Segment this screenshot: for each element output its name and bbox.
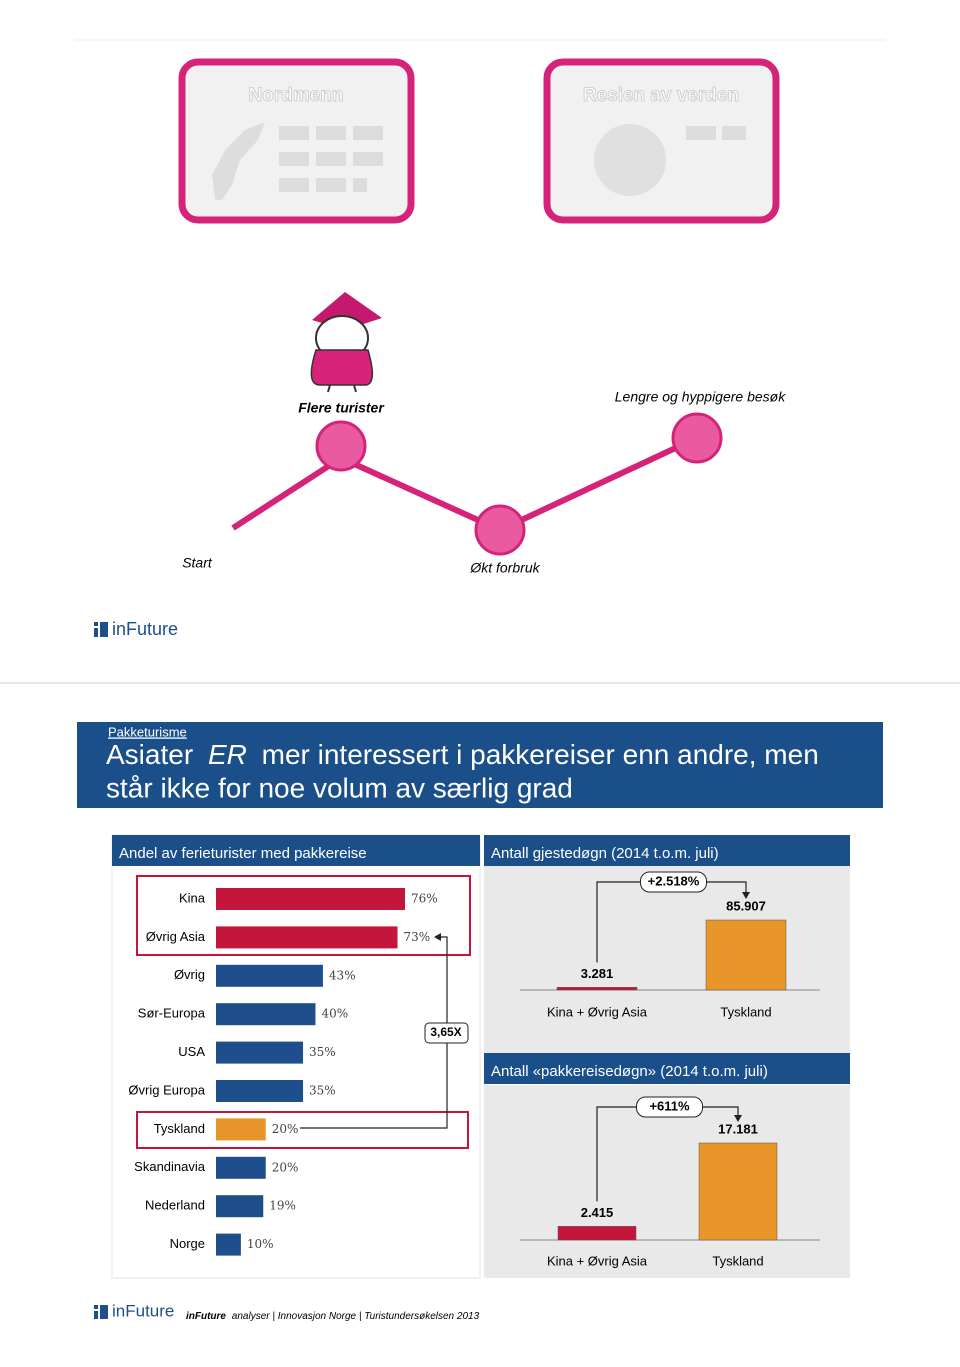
arrowhead [434,933,441,941]
journey: Flere turister Lengre og hyppigere besøk… [182,389,786,576]
value-label: 43% [329,968,356,982]
journey-label: Start [182,555,213,571]
bar [556,987,638,991]
category-label: Kina + Øvrig Asia [547,1004,648,1019]
bar [557,1226,637,1241]
slide-title: Asiater ER mer interessert i pakkereiser… [106,739,819,770]
journey-label: Lengre og hyppigere besøk [615,389,786,405]
journey-point [671,412,723,464]
category-label: Kina [179,890,206,905]
logo-text: inFuture [112,1301,174,1320]
header-band [77,722,883,808]
category-label: USA [178,1044,205,1059]
value-label: 19% [269,1199,296,1213]
bar [698,1142,778,1241]
card-title: Resien av verden [583,85,739,106]
panel [484,866,850,1053]
bar [216,964,323,987]
chart-title: Antall «pakkereisedøgn» (2014 t.o.m. jul… [491,1063,768,1080]
title-part: ER [208,739,247,770]
category-label: Øvrig [174,967,205,982]
placeholder-icons [279,126,383,192]
footer-source: analyser | Innovasjon Norge | Turistunde… [232,1311,480,1322]
value-label: 2.415 [581,1205,614,1220]
value-label: 3.281 [581,966,614,981]
arrowhead [734,1115,742,1122]
chart-header [484,1053,850,1084]
bar [216,1156,266,1179]
value-label: 20% [272,1160,299,1174]
annotation-box [424,1022,469,1044]
category-label: Sør-Europa [138,1006,206,1021]
annotation: +2.518% [648,873,700,888]
footer-text: inFuture analyser | Innovasjon Norge | T… [186,1311,480,1322]
category-label: Norge [170,1236,205,1251]
value-label: 10% [247,1237,274,1251]
journey-line [231,435,699,534]
bar [216,926,398,949]
value-label: 35% [309,1084,336,1098]
value-label: 76% [411,892,438,906]
chart-header [112,835,480,866]
placeholder-icons [686,126,746,140]
annotation: 3,65X [430,1025,461,1039]
bar [216,1233,241,1256]
chart-title: Antall gjestedøgn (2014 t.o.m. juli) [491,845,719,862]
annotation-box [636,1096,703,1118]
chart-header [484,835,850,866]
globe-icon [594,124,666,196]
bar [216,1041,304,1064]
value-label: 85.907 [726,898,766,913]
mascot [310,292,382,393]
card: Nordmenn [178,58,415,224]
kicker: Pakketurisme [108,724,187,739]
highlight-box [136,875,471,956]
chart-title: Andel av ferieturister med pakkereise [119,845,367,862]
bar [216,1080,304,1102]
category-label: Skandinavia [134,1159,206,1174]
journey-label: Flere turister [298,400,385,416]
title-part: mer interessert i pakkereiser enn andre,… [262,739,819,770]
value-label: 73% [404,930,431,944]
title-part: Asiater [106,739,193,770]
value-label: 40% [321,1007,348,1021]
bar [216,888,405,910]
arrowhead [742,892,750,899]
value-label: 35% [309,1045,336,1059]
category-label: Øvrig Europa [128,1082,205,1097]
map-icon [212,122,265,200]
category-label: Tyskland [720,1004,771,1019]
category-label: Kina + Øvrig Asia [547,1253,648,1268]
bar [216,1195,264,1218]
category-label: Nederland [145,1198,205,1213]
card: Resien av verden [543,58,780,224]
logo-text: inFuture [112,619,178,639]
category-label: Tyskland [712,1253,763,1268]
annotation: +611% [649,1098,690,1113]
bar [216,1003,316,1026]
journey-label: Økt forbruk [469,560,540,576]
bar [705,919,787,991]
bar [216,1118,266,1141]
annotation-box [640,871,707,893]
slide-title: står ikke for noe volum av særlig grad [106,772,573,803]
value-label: 17.181 [718,1121,758,1136]
journey-point [474,504,526,556]
footer-brand: inFuture [186,1311,226,1322]
journey-point [315,420,367,472]
card-title: Nordmenn [249,85,344,106]
highlight-box [136,1111,469,1149]
category-label: Tyskland [154,1121,205,1136]
value-label: 20% [272,1122,299,1136]
category-label: Øvrig Asia [146,929,206,944]
logo: inFuture [94,619,178,639]
footer: inFuture inFuture analyser | Innovasjon … [94,1301,480,1322]
